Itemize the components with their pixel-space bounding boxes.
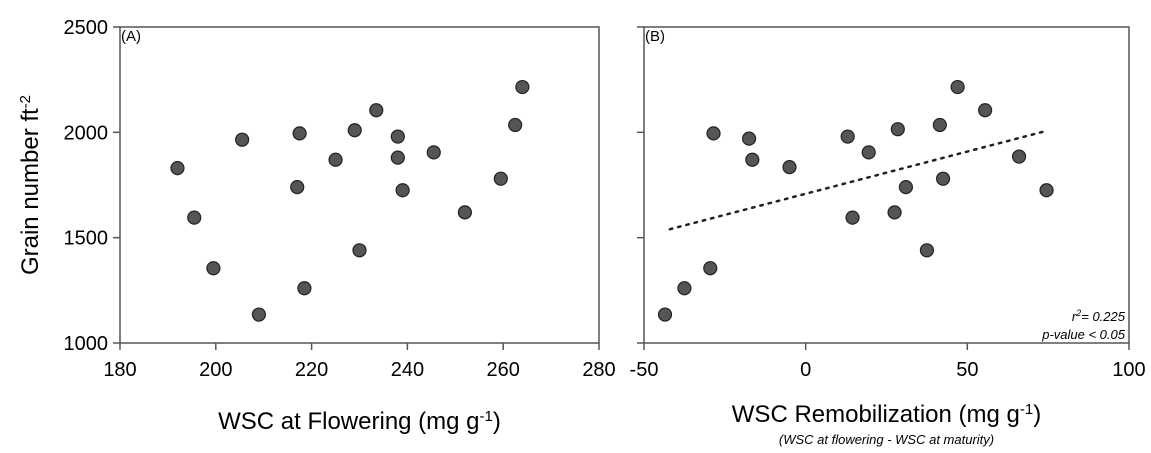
data-point xyxy=(745,152,760,167)
data-point xyxy=(887,205,902,220)
panel-b-points xyxy=(657,79,1054,322)
data-point xyxy=(515,79,530,95)
data-point xyxy=(840,129,855,144)
data-point xyxy=(235,132,250,147)
panel-a: (A) 180 200 220 240 260 280 1000150020002500 … xyxy=(17,17,616,435)
data-point xyxy=(932,117,947,133)
y-axis-title-sup: -2 xyxy=(17,95,34,108)
x-tick-label: 100 xyxy=(1112,359,1145,381)
panel-a-frame xyxy=(119,26,600,344)
panel-b-x-axis-title-close: ) xyxy=(1033,401,1041,428)
data-point xyxy=(290,180,305,195)
x-tick-label: 50 xyxy=(956,359,978,381)
data-point xyxy=(703,261,718,276)
panel-b-frame xyxy=(643,26,1130,344)
x-tick-label: 200 xyxy=(199,359,232,381)
panel-a-label: (A) xyxy=(121,28,141,45)
r-squared-label: r2= 0.225 xyxy=(1072,308,1126,324)
data-point xyxy=(978,103,993,118)
data-point xyxy=(890,122,905,137)
panel-a-points xyxy=(170,79,530,322)
data-point xyxy=(493,171,508,186)
data-point xyxy=(206,261,221,276)
data-point xyxy=(508,117,523,133)
data-point xyxy=(369,103,384,118)
data-point xyxy=(292,126,307,141)
panel-a-x-axis-title-text: WSC at Flowering (mg g xyxy=(218,408,479,435)
panel-b-x-axis-title: WSC Remobilization (mg g-1) xyxy=(732,401,1041,429)
panel-a-x-axis-title: WSC at Flowering (mg g-1) xyxy=(218,408,501,436)
data-point xyxy=(706,126,721,141)
panel-a-x-axis-title-close: ) xyxy=(493,408,501,435)
panel-b-x-axis-title-sup: -1 xyxy=(1020,401,1033,418)
data-point xyxy=(1011,149,1027,164)
panel-a-y-axis: 1000 1500 2000 2500 xyxy=(64,17,120,355)
trendline xyxy=(668,130,1047,231)
data-point xyxy=(328,152,343,167)
r-squared-sup: 2 xyxy=(1075,308,1081,318)
data-point xyxy=(741,131,757,146)
data-point xyxy=(187,210,202,225)
panel-b-x-axis-title-text: WSC Remobilization (mg g xyxy=(732,401,1020,428)
x-tick-label: 280 xyxy=(582,359,615,381)
data-point xyxy=(898,180,914,195)
y-axis-title: Grain number ft-2 xyxy=(17,95,45,275)
data-point xyxy=(845,210,860,225)
data-point xyxy=(677,281,692,296)
p-value-label: p-value < 0.05 xyxy=(1041,327,1126,342)
data-point xyxy=(919,243,935,258)
data-point xyxy=(352,243,367,258)
x-tick-label: -50 xyxy=(630,359,659,381)
r-squared-prefix: r xyxy=(1072,309,1077,324)
x-tick-label: 0 xyxy=(800,359,811,381)
panel-b-x-axis-subtitle: (WSC at flowering - WSC at maturity) xyxy=(779,432,994,447)
y-tick-label: 2500 xyxy=(64,17,109,39)
x-tick-label: 240 xyxy=(391,359,424,381)
x-tick-label: 260 xyxy=(487,359,520,381)
data-point xyxy=(935,171,951,186)
data-point xyxy=(390,129,405,144)
panel-b-x-axis: -50 0 50 100 xyxy=(630,343,1146,381)
data-point xyxy=(426,145,441,160)
data-point xyxy=(251,307,267,322)
panel-a-x-axis: 180 200 220 240 260 280 xyxy=(103,343,616,381)
data-point xyxy=(390,150,405,165)
data-point xyxy=(950,79,965,95)
data-point xyxy=(861,145,876,160)
y-axis-title-text: Grain number ft xyxy=(17,108,44,275)
data-point xyxy=(395,183,410,198)
x-tick-label: 180 xyxy=(103,359,136,381)
data-point xyxy=(347,123,362,138)
data-point xyxy=(782,159,797,175)
data-point xyxy=(457,205,472,220)
y-tick-label: 2000 xyxy=(64,122,109,144)
x-tick-label: 220 xyxy=(295,359,328,381)
y-tick-label: 1000 xyxy=(64,333,109,355)
panel-b-label: (B) xyxy=(645,28,665,45)
panel-a-x-axis-title-sup: -1 xyxy=(480,408,493,425)
data-point xyxy=(297,281,312,296)
data-point xyxy=(170,161,185,176)
data-point xyxy=(1039,183,1054,198)
panel-b-y-axis xyxy=(637,26,644,344)
r-squared-value: = 0.225 xyxy=(1081,309,1126,324)
data-point xyxy=(657,307,673,322)
panel-b: (B) -50 0 50 100 WSC Remobilization (mg g-1… xyxy=(630,26,1146,447)
y-tick-label: 1500 xyxy=(64,228,109,250)
